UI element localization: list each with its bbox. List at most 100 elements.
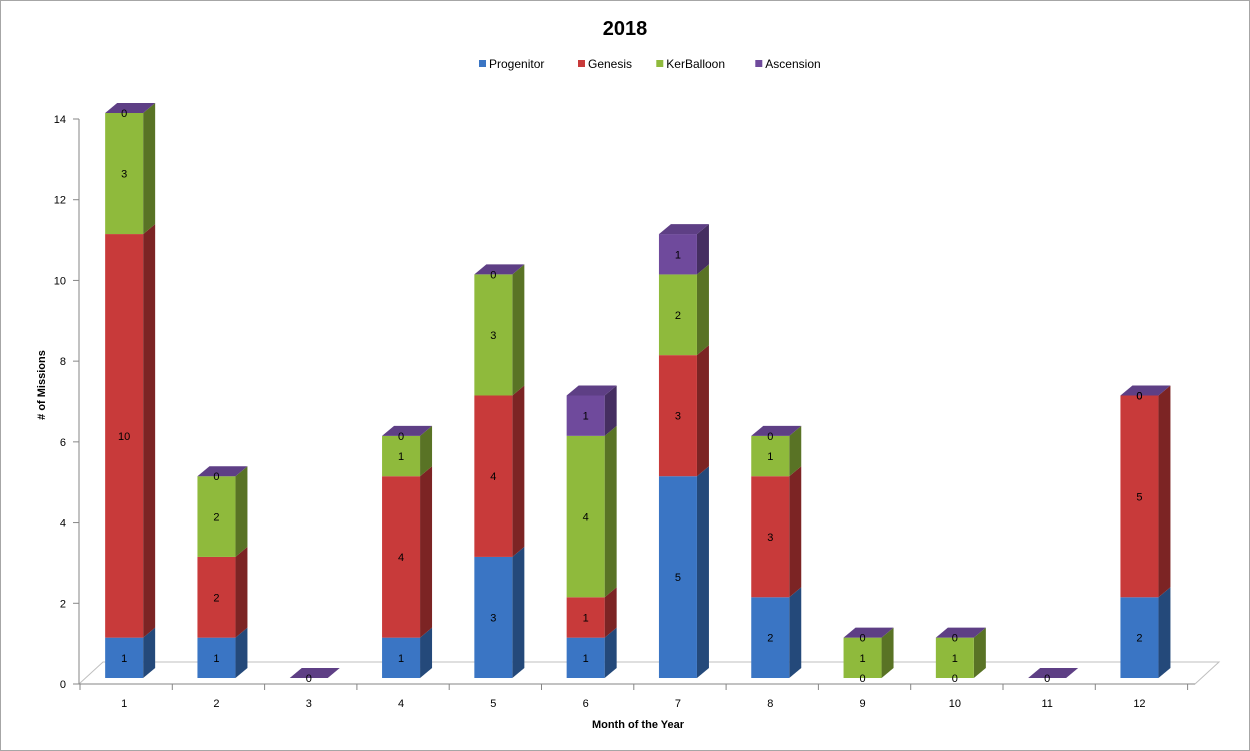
x-tick-label: 8 xyxy=(767,698,773,710)
legend-label: Ascension xyxy=(765,57,820,71)
bar-kerballoon xyxy=(843,637,882,678)
bar-top-cap xyxy=(382,425,433,436)
bar-side-genesis xyxy=(1158,385,1171,598)
bar-kerballoon xyxy=(566,435,605,598)
x-tick-label: 2 xyxy=(213,698,219,710)
bar-stack-month-9: 0 1 0 xyxy=(843,627,894,685)
chart-title: 2018 xyxy=(603,18,648,40)
bar-side-progenitor xyxy=(512,546,525,678)
data-label: 4 xyxy=(490,471,496,483)
data-label: 2 xyxy=(1136,633,1142,645)
bar-kerballoon xyxy=(197,476,236,557)
bar-side-kerballoon xyxy=(420,425,433,477)
x-tick-label: 12 xyxy=(1133,698,1145,710)
bar-side-ascension xyxy=(604,385,617,436)
bar-top-cap xyxy=(289,668,340,678)
x-axis-title: Month of the Year xyxy=(592,719,685,731)
bar-top-cap xyxy=(658,224,709,235)
legend-label: KerBalloon xyxy=(666,57,725,71)
y-tick-label: 6 xyxy=(60,437,66,449)
x-axis: 1 2 3 4 5 6 7 8 9 10 11 12 xyxy=(79,683,1195,710)
x-tick-label: 4 xyxy=(398,698,404,710)
bar-side-progenitor xyxy=(1158,587,1171,678)
bar-side-kerballoon xyxy=(143,103,156,235)
x-tick-label: 7 xyxy=(675,698,681,710)
bar-kerballoon xyxy=(658,274,697,356)
bar-side-genesis xyxy=(789,466,802,598)
y-tick-label: 8 xyxy=(60,356,66,368)
legend-item-ascension: Ascension xyxy=(755,57,821,71)
bar-side-progenitor xyxy=(696,466,709,678)
data-label: 2 xyxy=(213,512,219,524)
bar-stack-month-7: 5 3 2 1 xyxy=(658,224,709,678)
bar-progenitor xyxy=(566,637,605,678)
data-label: 0 xyxy=(213,471,219,483)
legend-label: Genesis xyxy=(588,57,632,71)
y-tick-label: 4 xyxy=(60,518,66,530)
bar-side-progenitor xyxy=(143,627,156,678)
data-label: 1 xyxy=(583,411,589,423)
data-label: 0 xyxy=(952,673,958,685)
bar-side-genesis xyxy=(235,546,248,638)
bar-genesis xyxy=(658,355,697,477)
bar-side-kerballoon xyxy=(789,425,802,477)
bar-side-ascension xyxy=(696,224,709,275)
bar-top-cap xyxy=(566,385,617,396)
bar-side-progenitor xyxy=(604,627,617,678)
bar-top-cap xyxy=(935,627,986,638)
bar-stack-month-10: 0 1 0 xyxy=(935,627,986,685)
bar-stack-month-4: 1 4 1 0 xyxy=(382,425,433,678)
bar-progenitor xyxy=(197,637,236,678)
bar-side-kerballoon xyxy=(881,627,894,678)
data-label: 0 xyxy=(767,431,773,443)
bar-side-progenitor xyxy=(235,627,248,678)
bar-kerballoon xyxy=(382,435,421,477)
x-tick-label: 3 xyxy=(306,698,312,710)
bar-top-cap xyxy=(474,264,525,275)
bar-genesis xyxy=(105,234,144,638)
legend: Progenitor Genesis KerBalloon Ascension xyxy=(479,57,821,71)
data-label: 2 xyxy=(767,633,773,645)
legend-swatch xyxy=(479,60,486,67)
bar-genesis xyxy=(1120,395,1159,598)
bar-progenitor xyxy=(382,637,421,678)
data-label: 3 xyxy=(121,169,127,181)
data-label: 3 xyxy=(490,330,496,342)
bar-kerballoon xyxy=(935,637,974,678)
data-label: 0 xyxy=(1044,673,1050,685)
y-axis: 0 2 4 6 8 10 12 14 xyxy=(54,114,80,691)
bar-stack-month-5: 3 4 3 0 xyxy=(474,264,525,678)
bar-progenitor xyxy=(1120,597,1159,678)
legend-item-kerballoon: KerBalloon xyxy=(656,57,725,71)
x-tick-label: 11 xyxy=(1041,698,1052,710)
bar-genesis xyxy=(751,476,790,598)
bar-side-genesis xyxy=(512,385,525,557)
y-axis-title: # of Missions xyxy=(36,350,48,420)
bar-stack-month-3: 0 xyxy=(289,668,340,685)
data-label: 3 xyxy=(675,411,681,423)
bar-top-cap xyxy=(197,466,248,477)
bar-side-kerballoon xyxy=(973,627,986,678)
data-label: 0 xyxy=(1136,391,1142,403)
data-label: 1 xyxy=(675,249,681,261)
data-label: 10 xyxy=(118,431,130,443)
legend-label: Progenitor xyxy=(489,57,544,71)
bar-top-cap xyxy=(105,103,156,113)
bar-ascension xyxy=(566,395,605,436)
bar-top-cap xyxy=(843,627,894,638)
data-label: 0 xyxy=(306,673,312,685)
bar-side-progenitor xyxy=(789,587,802,678)
bar-genesis xyxy=(566,597,605,638)
data-label: 1 xyxy=(398,653,404,665)
bar-side-genesis xyxy=(604,587,617,638)
legend-item-progenitor: Progenitor xyxy=(479,57,544,71)
data-label: 0 xyxy=(1136,391,1142,403)
bar-genesis xyxy=(382,476,421,638)
legend-item-genesis: Genesis xyxy=(578,57,632,71)
bar-side-genesis xyxy=(420,466,433,638)
bar-progenitor xyxy=(105,637,144,678)
data-label: 0 xyxy=(859,673,865,685)
